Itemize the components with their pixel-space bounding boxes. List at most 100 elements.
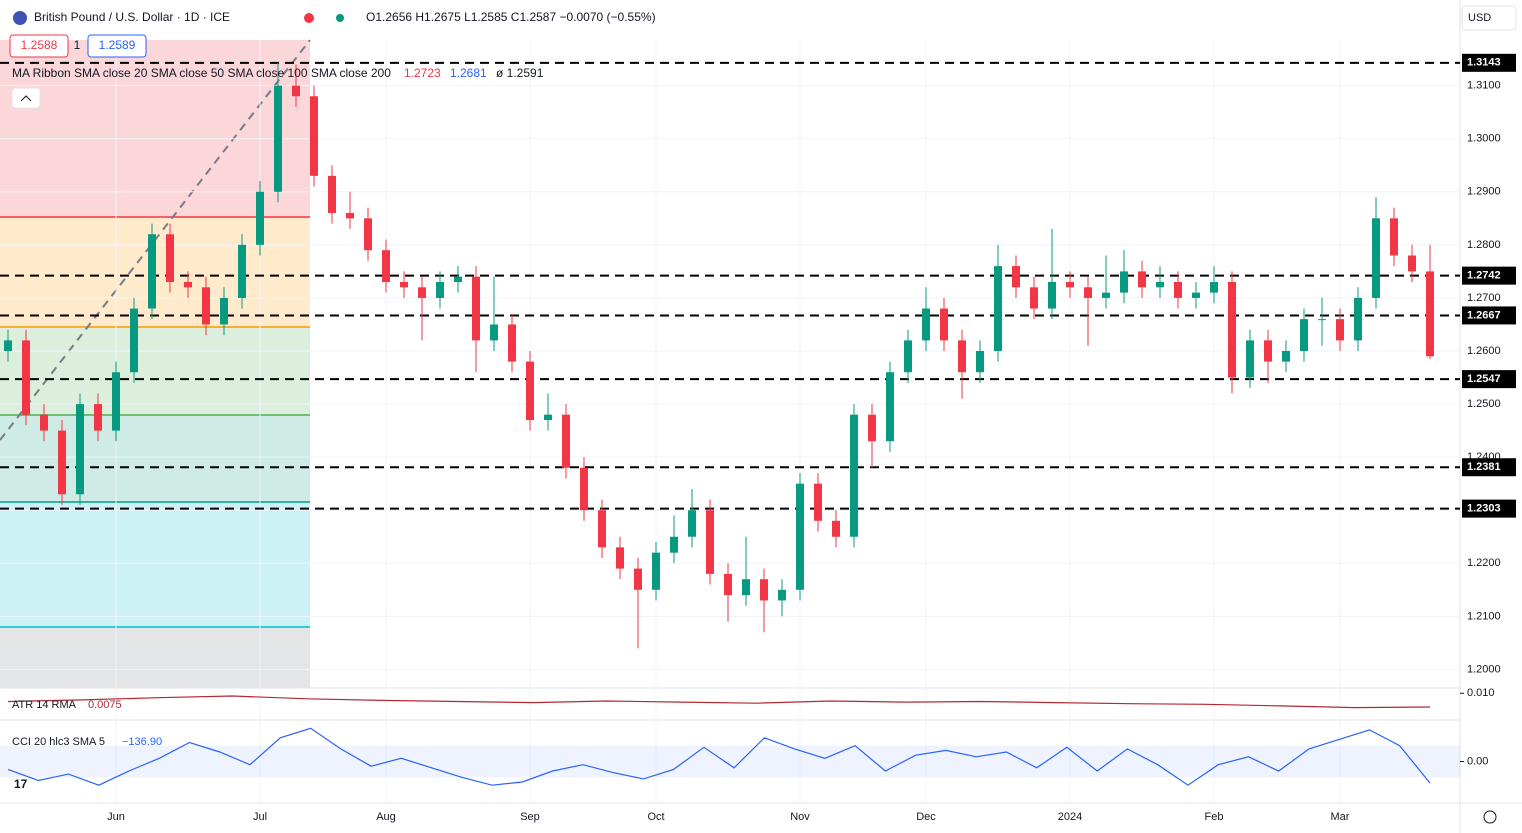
spread: 1 — [74, 38, 81, 52]
indicator-line — [7, 695, 1431, 709]
ohlc-readout: O1.2656 H1.2675 L1.2585 C1.2587 −0.0070 … — [366, 10, 656, 24]
level-tag — [1462, 53, 1516, 72]
candle-body — [382, 250, 390, 283]
candle-body — [148, 234, 156, 309]
y-tick-label: 1.3000 — [1467, 133, 1501, 145]
candle-body — [184, 282, 192, 288]
candle-body — [112, 372, 120, 431]
atr-title: ATR 14 RMA — [12, 699, 77, 711]
candle-body — [958, 340, 966, 373]
candle-body — [40, 414, 48, 431]
x-tick-label: Jun — [107, 811, 125, 823]
y-tick-label: 0.00 — [1467, 755, 1488, 767]
candle-body — [922, 308, 930, 341]
candle-body — [22, 340, 30, 415]
ma-value: 1.2681 — [450, 66, 487, 80]
candle-body — [76, 404, 84, 495]
fib-zones — [0, 39, 311, 688]
candle-body — [472, 276, 480, 341]
candle-body — [292, 85, 300, 97]
candle-body — [688, 510, 696, 537]
x-tick-label: Aug — [376, 811, 396, 823]
candle-body — [832, 520, 840, 537]
sell-box[interactable] — [9, 34, 69, 58]
candle-body — [562, 414, 570, 468]
candle-body — [1300, 319, 1308, 351]
candle-body — [598, 510, 606, 548]
y-tick-label: 1.2200 — [1467, 557, 1501, 569]
candle-body — [1408, 255, 1416, 272]
candle-body — [1102, 292, 1110, 298]
candle-body — [778, 589, 786, 601]
candle-body — [490, 324, 498, 341]
cci-value: −136.90 — [122, 736, 162, 748]
y-tick-label: 1.2700 — [1467, 292, 1501, 304]
candle-body — [526, 361, 534, 420]
candle-body — [1084, 287, 1092, 298]
candle-body — [1336, 319, 1344, 341]
y-tick-label: 1.2800 — [1467, 239, 1501, 251]
ma-value: 1.2723 — [404, 66, 441, 80]
buy-box[interactable] — [87, 34, 147, 58]
candle-body — [418, 287, 426, 298]
level-tag — [1462, 458, 1516, 477]
candle-body — [436, 282, 444, 298]
collapse-button[interactable] — [11, 87, 41, 109]
candle-body — [850, 414, 858, 537]
y-tick-label: 0.010 — [1467, 687, 1495, 699]
candle-body — [616, 547, 624, 569]
y-tick-label: 1.2100 — [1467, 610, 1501, 622]
candle-body — [256, 191, 264, 245]
candle-body — [1156, 282, 1164, 288]
currency: USD — [1468, 12, 1491, 24]
y-tick-label: 1.3100 — [1467, 80, 1501, 92]
candle-body — [1264, 340, 1272, 362]
candle-body — [994, 266, 1002, 351]
currency-button[interactable] — [1461, 5, 1517, 31]
candle-body — [4, 340, 12, 351]
ma-value: ø 1.2591 — [496, 66, 544, 80]
plot — [0, 40, 1460, 803]
bid: 1.2588 — [21, 38, 58, 52]
candle-body — [1030, 287, 1038, 309]
candle-body — [868, 414, 876, 442]
x-tick-label: Sep — [520, 811, 540, 823]
x-tick-label: Dec — [916, 811, 936, 823]
candle-body — [274, 85, 282, 192]
candle-body — [58, 430, 66, 495]
candle-body — [796, 483, 804, 590]
level-label: 1.2667 — [1467, 309, 1501, 321]
cci-title: CCI 20 hlc3 SMA 5 — [12, 736, 105, 748]
candle-body — [580, 467, 588, 511]
candle-body — [904, 340, 912, 373]
candle-body — [634, 568, 642, 590]
candle-body — [814, 483, 822, 521]
settings-icon[interactable] — [1483, 810, 1497, 824]
x-tick-label: 2024 — [1058, 811, 1082, 823]
flag[interactable] — [304, 13, 314, 23]
candle-body — [760, 579, 768, 601]
y-tick-label: 1.2000 — [1467, 663, 1501, 675]
x-tick-label: Nov — [790, 811, 810, 823]
atr-value: 0.0075 — [88, 699, 122, 711]
candle-body — [1390, 218, 1398, 256]
candle-body — [220, 297, 228, 325]
candle-body — [202, 287, 210, 325]
candle-body — [544, 414, 552, 420]
candle-body — [238, 244, 246, 298]
candle-body — [166, 234, 174, 283]
candle-body — [1426, 271, 1434, 357]
ma-legend: MA Ribbon SMA close 20 SMA close 50 SMA … — [12, 66, 391, 80]
candle-body — [1228, 282, 1236, 378]
indicator-line — [7, 727, 1431, 786]
logo: 17 — [14, 777, 28, 791]
level-label: 1.2303 — [1467, 503, 1501, 515]
candle-body — [1210, 282, 1218, 293]
symbol-icon — [13, 11, 27, 25]
symbol-title: British Pound / U.S. Dollar · 1D · ICE — [34, 10, 230, 24]
candle-body — [328, 175, 336, 214]
cci-band — [0, 745, 1460, 778]
candle-body — [886, 372, 894, 442]
level-tag — [1462, 370, 1516, 389]
